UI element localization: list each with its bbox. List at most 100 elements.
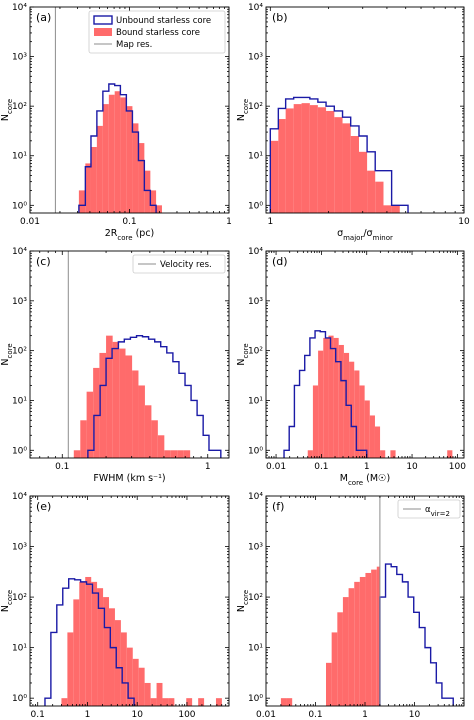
- y-tick-label: 10⁴: [12, 247, 27, 257]
- bound-bar: [144, 682, 151, 706]
- y-tick-label: 10⁰: [248, 201, 263, 211]
- bound-bar: [337, 612, 343, 706]
- bound-bar: [86, 391, 94, 458]
- bound-bar: [354, 370, 360, 458]
- bound-bar: [318, 350, 324, 458]
- y-axis-label: Ncore: [0, 99, 14, 121]
- bound-bar: [307, 450, 313, 458]
- bound-bar: [177, 450, 184, 458]
- y-tick-label: 10¹: [248, 396, 263, 406]
- bound-bar: [164, 450, 171, 458]
- x-tick-label: 0.1: [308, 710, 322, 720]
- bound-bar: [67, 632, 74, 706]
- legend-label: αvir=2: [425, 505, 450, 518]
- y-axis-label: Ncore: [0, 343, 14, 365]
- x-tick-label: 1: [364, 462, 370, 472]
- panel-label: (d): [272, 255, 288, 268]
- bound-bar: [371, 569, 377, 706]
- x-tick-label: 0.01: [256, 710, 276, 720]
- y-tick-label: 10³: [12, 543, 27, 553]
- y-tick-label: 10²: [12, 347, 27, 357]
- bound-bar: [348, 588, 355, 706]
- bound-bar: [326, 110, 335, 213]
- bound-bar: [286, 698, 293, 706]
- bound-bar: [383, 205, 392, 213]
- x-axis-label: σmajor/σminor: [337, 228, 393, 242]
- x-tick-label: 100: [178, 710, 195, 720]
- y-tick-label: 10²: [248, 593, 263, 603]
- unbound-step-line: [379, 563, 454, 706]
- panel-label: (c): [36, 255, 51, 268]
- bound-bar: [168, 698, 175, 706]
- bound-bar: [280, 698, 287, 706]
- panel-label: (a): [36, 11, 51, 24]
- bound-bar: [447, 450, 453, 458]
- y-tick-label: 10⁴: [248, 247, 263, 257]
- bound-bar: [125, 355, 133, 458]
- bound-bar: [144, 170, 151, 213]
- x-tick-label: 10: [131, 710, 143, 720]
- bound-bar: [112, 341, 120, 458]
- x-axis-label: Mcore (M☉): [340, 473, 391, 487]
- axes-frame: [265, 6, 465, 214]
- bound-bar: [156, 682, 163, 706]
- bound-bar: [85, 163, 91, 213]
- legend-label: Map res.: [116, 40, 152, 50]
- bound-bar: [162, 698, 169, 706]
- y-tick-label: 10³: [248, 297, 263, 307]
- bound-bar: [103, 597, 109, 706]
- bound-bar: [323, 337, 329, 458]
- bound-bar: [61, 698, 68, 706]
- y-tick-label: 10³: [12, 297, 27, 307]
- y-tick-label: 10¹: [12, 152, 27, 162]
- unbound-step-line: [78, 83, 157, 213]
- y-tick-label: 10⁰: [12, 446, 27, 456]
- bound-bar: [73, 599, 80, 706]
- bound-bar: [359, 576, 366, 706]
- bound-bar: [102, 104, 109, 213]
- plot-area: [283, 330, 453, 458]
- bound-bar: [132, 123, 139, 213]
- legend-swatch-unbound: [93, 15, 113, 25]
- bound-bar: [301, 103, 310, 213]
- bound-bar: [215, 698, 222, 706]
- x-tick-label: 1: [362, 710, 368, 720]
- bound-bar: [151, 420, 158, 458]
- legend: Unbound starless core Bound starless core…: [88, 10, 226, 54]
- bound-bar: [138, 143, 145, 213]
- legend-swatch-bound: [94, 28, 112, 36]
- y-axis-label: Ncore: [236, 343, 250, 365]
- bound-bar: [364, 400, 370, 458]
- y-axis-label: Ncore: [236, 99, 250, 121]
- legend-label: Velocity res.: [160, 260, 212, 270]
- y-tick-label: 10²: [248, 347, 263, 357]
- bound-bar: [183, 450, 191, 458]
- bound-bar: [342, 597, 349, 706]
- legend: αvir=2: [397, 499, 461, 519]
- unbound-step-line: [44, 578, 135, 706]
- bound-bar: [119, 348, 126, 458]
- plot-area: [44, 576, 222, 706]
- legend-label: Unbound starless core: [116, 16, 211, 26]
- bound-bar: [90, 147, 97, 213]
- bound-bar: [150, 190, 157, 213]
- bound-bar: [390, 450, 396, 458]
- bound-bar: [369, 415, 375, 458]
- x-tick-label: 10: [458, 217, 470, 227]
- y-tick-label: 10³: [248, 53, 263, 63]
- bound-bar: [198, 698, 205, 706]
- y-tick-label: 10¹: [248, 644, 263, 654]
- y-tick-label: 10⁴: [12, 3, 27, 13]
- bound-bar: [93, 367, 100, 458]
- bound-bar: [96, 125, 103, 213]
- bound-bar: [376, 566, 380, 706]
- plot-area: [280, 496, 454, 706]
- bound-bar: [91, 581, 98, 706]
- bound-bar: [350, 136, 359, 213]
- bound-bar: [157, 435, 165, 458]
- x-tick-label: 1: [226, 217, 232, 227]
- y-axis-label: Ncore: [0, 590, 14, 612]
- bound-bar: [144, 405, 152, 458]
- x-tick-label: 0.1: [31, 710, 45, 720]
- bound-bar: [328, 335, 334, 458]
